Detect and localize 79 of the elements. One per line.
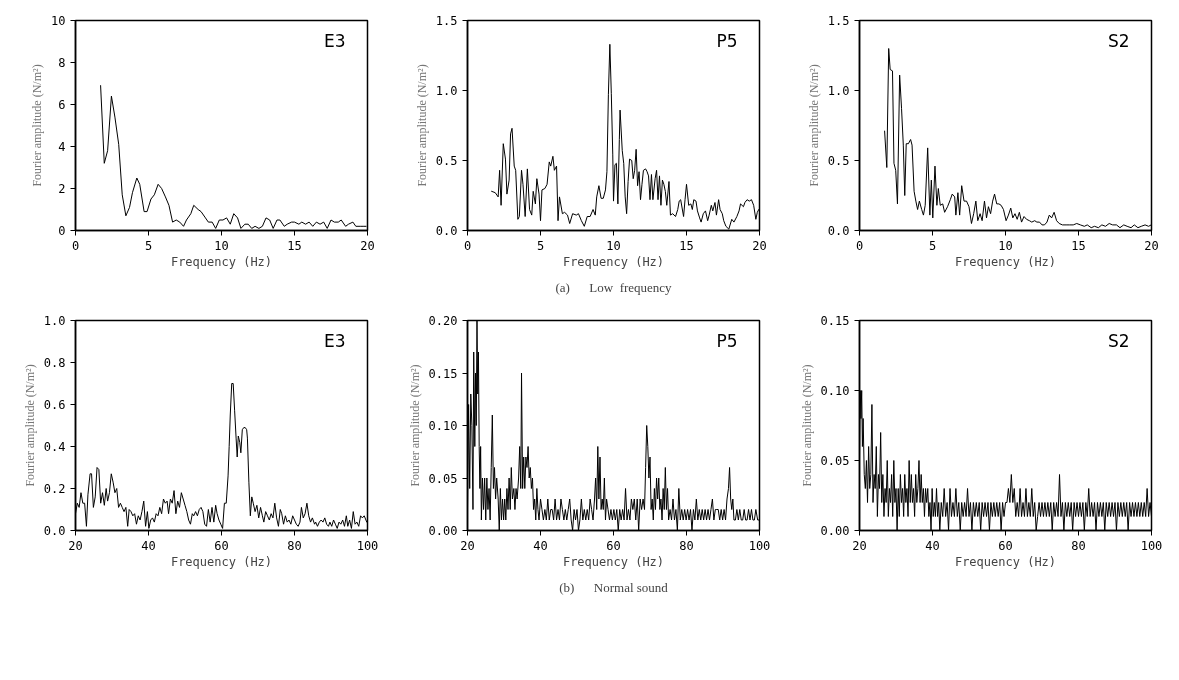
y-tick-label: 1.5 (435, 14, 458, 28)
y-tick-label: 10 (51, 14, 66, 28)
text: P5 (716, 330, 738, 351)
x-tick-label: 20 (852, 538, 867, 553)
x-tick-label: 100 (748, 538, 771, 553)
y-tick-label: 0.10 (428, 419, 458, 433)
x-tick-label: 20 (68, 538, 83, 553)
y-tick-label: 1.0 (435, 84, 458, 98)
y-tick-label: 2 (58, 182, 66, 196)
y-tick-label: 1.0 (827, 84, 850, 98)
x-tick-label: 80 (287, 538, 302, 553)
y-tick-label: 0.8 (43, 356, 66, 370)
x-tick-label: 10 (606, 238, 621, 253)
y-tick-label: 4 (58, 140, 66, 154)
x-tick-label: 60 (998, 538, 1013, 553)
x-tick-label: 15 (679, 238, 694, 253)
x-tick-label: 100 (356, 538, 379, 553)
y-tick-label: 0.0 (43, 524, 66, 538)
x-tick-label: 80 (679, 538, 694, 553)
y-axis-title: Fourier amplitude (N/m²) (799, 364, 814, 487)
y-tick-label: 6 (58, 98, 66, 112)
x-tick-label: 80 (1071, 538, 1086, 553)
x-tick-label: 20 (1144, 238, 1159, 253)
y-tick-label: 1.0 (43, 314, 66, 328)
x-tick-label: 20 (752, 238, 767, 253)
y-tick-label: 0.5 (435, 154, 458, 168)
x-axis-title: Frequency (Hz) (562, 254, 665, 269)
text: E3 (323, 30, 346, 51)
y-axis-title: Fourier amplitude (N/m²) (22, 364, 37, 487)
y-tick-label: 0.0 (435, 224, 458, 238)
x-tick-label: 40 (141, 538, 156, 553)
y-axis-title: Fourier amplitude (N/m²) (407, 364, 422, 487)
y-tick-label: 0.5 (827, 154, 850, 168)
x-tick-label: 20 (360, 238, 375, 253)
x-tick-label: 60 (214, 538, 229, 553)
y-tick-label: 0.15 (428, 366, 458, 381)
text: P5 (716, 30, 738, 51)
y-tick-label: 0.0 (827, 224, 850, 238)
y-tick-label: 0.00 (820, 524, 850, 538)
y-tick-label: 0.05 (428, 471, 458, 486)
x-tick-label: 0 (463, 238, 472, 253)
y-tick-label: 0 (58, 224, 66, 238)
x-tick-label: 40 (533, 538, 548, 553)
text: (a) Low frequency (555, 279, 673, 295)
x-axis-title: Frequency (Hz) (170, 554, 273, 569)
x-tick-label: 0 (71, 238, 80, 253)
y-tick-label: 0.20 (428, 314, 458, 328)
y-tick-label: 8 (58, 56, 66, 70)
x-tick-label: 5 (928, 238, 937, 253)
x-tick-label: 15 (287, 238, 302, 253)
x-tick-label: 15 (1071, 238, 1086, 253)
y-tick-label: 0.4 (43, 440, 66, 454)
y-tick-label: 0.6 (43, 398, 66, 412)
y-tick-label: 0.10 (820, 384, 850, 398)
x-tick-label: 20 (460, 538, 475, 553)
x-axis-title: Frequency (Hz) (954, 554, 1057, 569)
y-tick-label: 1.5 (827, 14, 850, 28)
x-tick-label: 5 (144, 238, 153, 253)
y-axis-title: Fourier amplitude (N/m²) (414, 64, 429, 187)
text: (b) Normal sound (559, 579, 669, 595)
x-tick-label: 10 (998, 238, 1013, 253)
y-tick-label: 0.15 (820, 314, 850, 328)
x-axis-title: Frequency (Hz) (562, 554, 665, 569)
x-tick-label: 5 (536, 238, 545, 253)
x-tick-label: 10 (214, 238, 229, 253)
y-tick-label: 0.00 (428, 524, 458, 538)
y-tick-label: 0.05 (820, 454, 850, 468)
x-tick-label: 100 (1140, 538, 1163, 553)
text: S2 (1107, 30, 1130, 51)
x-tick-label: 40 (925, 538, 940, 553)
x-tick-label: 60 (606, 538, 621, 553)
x-tick-label: 0 (855, 238, 864, 253)
text: E3 (323, 330, 346, 351)
x-axis-title: Frequency (Hz) (170, 254, 273, 269)
text: S2 (1107, 330, 1130, 351)
y-axis-title: Fourier amplitude (N/m²) (806, 64, 821, 187)
y-axis-title: Fourier amplitude (N/m²) (30, 64, 45, 187)
y-tick-label: 0.2 (43, 482, 66, 496)
x-axis-title: Frequency (Hz) (954, 254, 1057, 269)
